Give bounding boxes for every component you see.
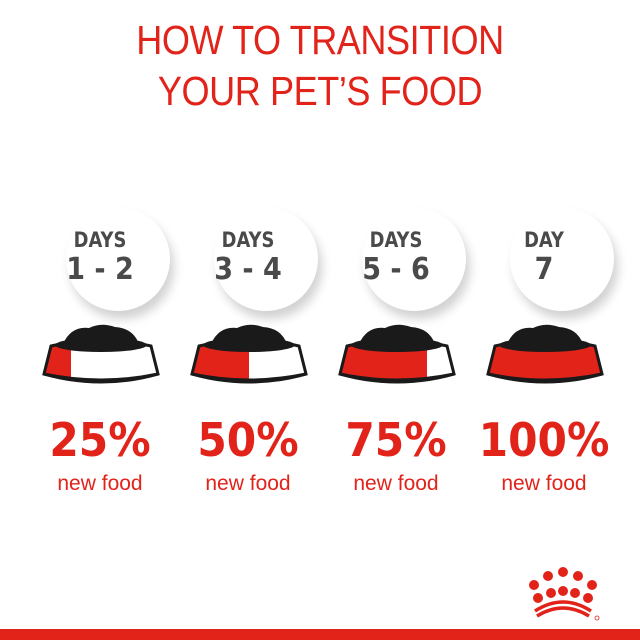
food-bowl-icon — [42, 324, 160, 384]
step-2: DAYS 3 - 4 50% new food — [174, 200, 322, 520]
page-title-line-1: HOW TO TRANSITION — [136, 17, 504, 63]
step-4: DAY 7 100% new food — [470, 200, 618, 520]
bowl-base — [43, 372, 159, 384]
bowl-rim-food — [55, 338, 147, 352]
day-circle — [66, 207, 170, 311]
caption: new food — [501, 472, 587, 495]
day-label: DAY — [524, 228, 564, 252]
caption: new food — [353, 472, 439, 495]
bowl-base — [339, 372, 455, 384]
day-range: 7 — [534, 252, 554, 287]
percent-new-food: 75% — [345, 413, 447, 467]
crown-logo-icon — [529, 567, 600, 621]
step-3: DAYS 5 - 6 75% new food — [322, 200, 470, 520]
footer-bar — [0, 629, 640, 640]
percent-new-food: 25% — [49, 413, 151, 467]
day-circle — [362, 207, 466, 311]
day-range: 3 - 4 — [214, 252, 282, 287]
day-circle — [510, 207, 614, 311]
bowl-base — [487, 372, 603, 384]
food-bowl-icon — [190, 324, 308, 384]
day-label: DAYS — [221, 228, 275, 252]
bowl-base — [191, 372, 307, 384]
caption: new food — [57, 472, 143, 495]
caption: new food — [205, 472, 291, 495]
bowl-rim-food — [351, 338, 443, 352]
step-1: DAYS 1 - 2 25% new food — [26, 200, 174, 520]
food-bowl-icon — [338, 324, 456, 384]
bowl-rim-food — [203, 338, 295, 352]
day-range: 5 - 6 — [362, 252, 430, 287]
bowl-rim-food — [499, 338, 591, 352]
percent-new-food: 50% — [197, 413, 299, 467]
day-range: 1 - 2 — [66, 252, 134, 287]
percent-new-food: 100% — [478, 413, 610, 467]
page-title-line-2: YOUR PET’S FOOD — [157, 68, 483, 114]
day-label: DAYS — [73, 228, 127, 252]
day-circle — [214, 207, 318, 311]
food-bowl-icon — [486, 324, 604, 384]
day-label: DAYS — [369, 228, 423, 252]
